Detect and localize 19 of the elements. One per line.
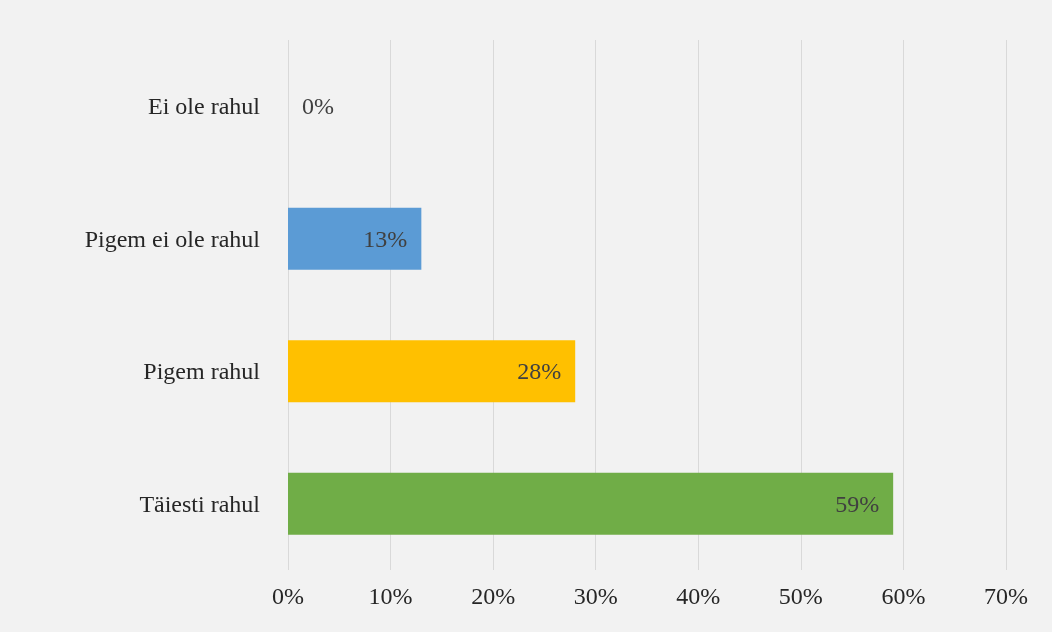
y-tick-label: Ei ole rahul [148, 93, 261, 120]
bar [288, 472, 894, 535]
x-tick-label: 20% [471, 583, 516, 609]
x-tick-label: 40% [676, 583, 721, 609]
y-tick-label: Pigem ei ole rahul [84, 225, 261, 252]
data-label: 0% [302, 93, 334, 120]
data-label: 28% [517, 358, 562, 385]
x-tick-label: 0% [272, 583, 304, 609]
data-label: 13% [363, 225, 408, 252]
bar [288, 207, 422, 270]
y-tick-label: Täiesti rahul [139, 490, 261, 517]
x-tick-label: 70% [984, 583, 1028, 609]
x-tick-label: 50% [778, 583, 823, 609]
x-tick-label: 10% [368, 583, 413, 609]
x-tick-label: 30% [573, 583, 618, 609]
y-tick-label: Pigem rahul [143, 358, 261, 385]
data-label: 59% [835, 490, 880, 517]
bar [288, 340, 576, 403]
x-tick-label: 60% [881, 583, 926, 609]
